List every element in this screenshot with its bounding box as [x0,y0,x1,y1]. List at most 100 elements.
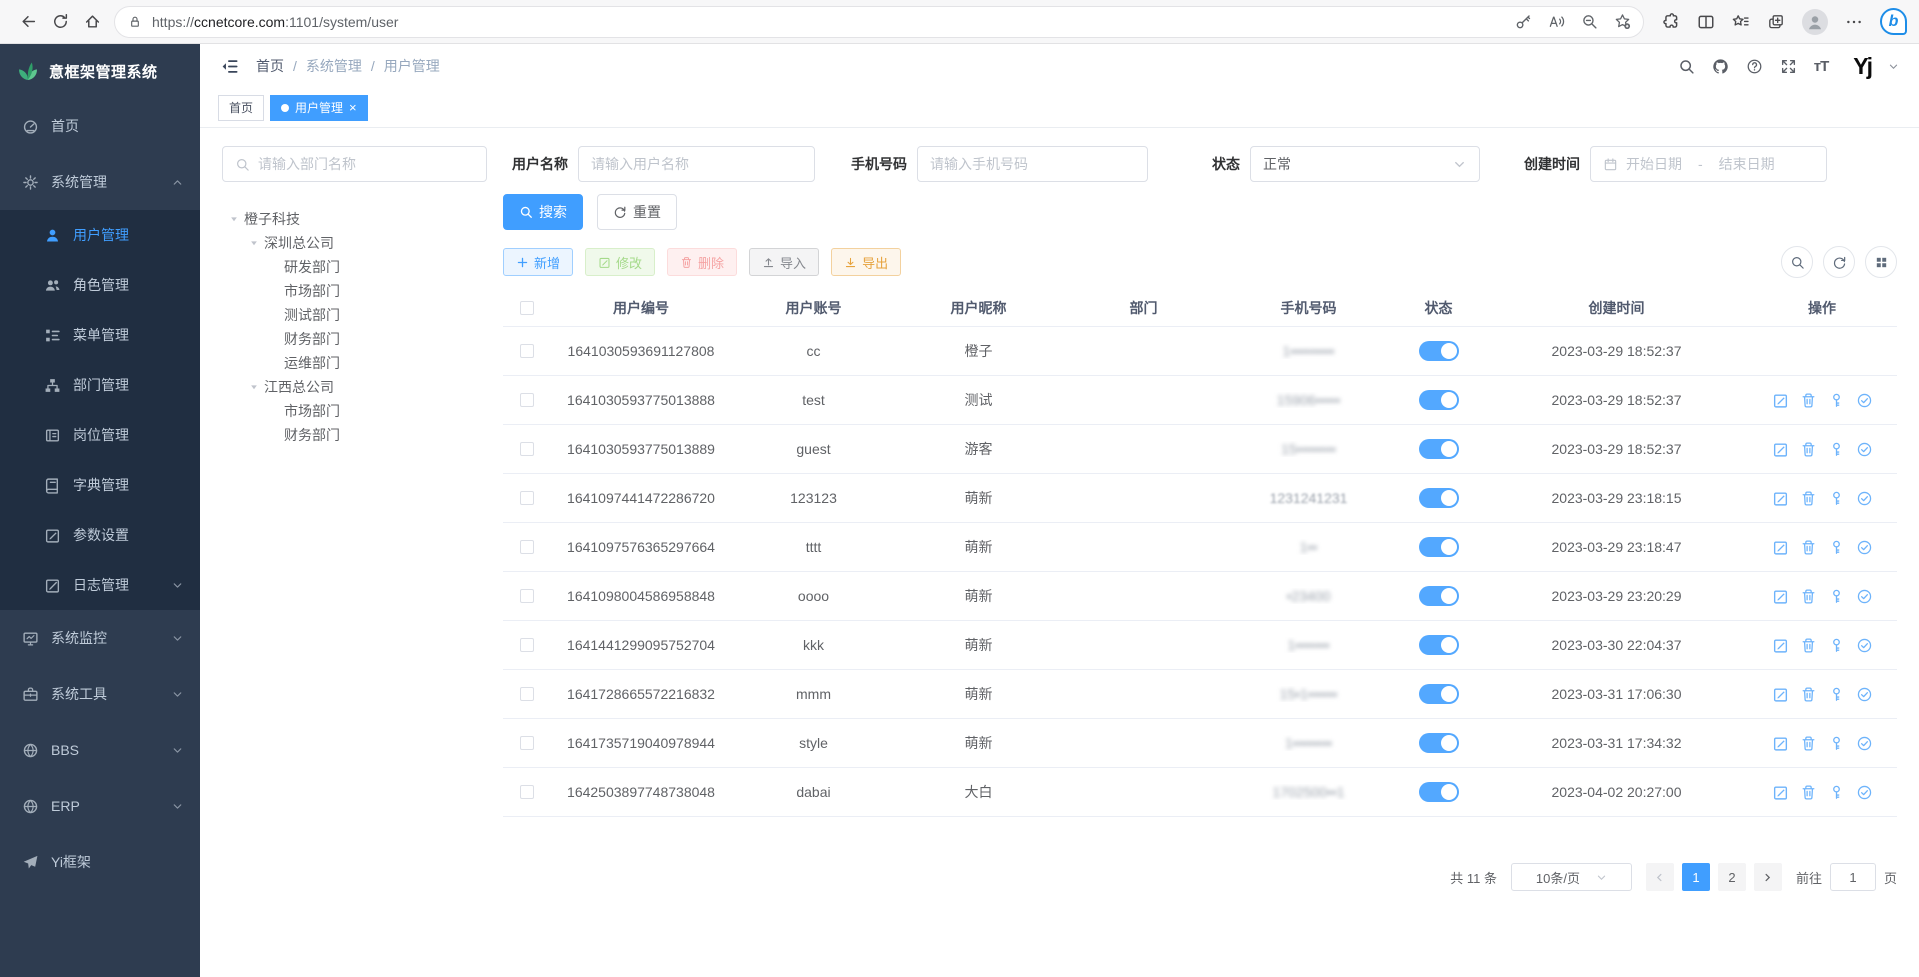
edit-icon[interactable] [1772,539,1789,556]
delete-icon[interactable] [1800,735,1817,752]
avatar-caret-icon[interactable] [1888,61,1899,72]
assign-role-icon[interactable] [1856,392,1873,409]
tree-caret-icon[interactable] [228,213,240,225]
tree-node-市场部门[interactable]: 市场部门 [222,279,487,303]
import-button[interactable]: 导入 [749,248,820,276]
zoom-out-icon[interactable] [1581,13,1598,30]
tree-node-财务部门[interactable]: 财务部门 [222,423,487,447]
sidebar-item-菜单管理[interactable]: 菜单管理 [0,310,200,360]
delete-icon[interactable] [1800,588,1817,605]
tree-node-深圳总公司[interactable]: 深圳总公司 [222,231,487,255]
assign-role-icon[interactable] [1856,490,1873,507]
reset-password-icon[interactable] [1828,588,1845,605]
bing-chat-icon[interactable]: b [1880,8,1907,35]
row-checkbox[interactable] [520,638,534,652]
browser-back-icon[interactable] [12,6,44,38]
sidebar-item-首页[interactable]: 首页 [0,98,200,154]
prev-page-button[interactable] [1645,863,1674,891]
date-range-picker[interactable]: 开始日期 - 结束日期 [1590,146,1827,182]
browser-profile-avatar[interactable] [1802,8,1828,35]
breadcrumb-home[interactable]: 首页 [256,58,284,74]
fullscreen-icon[interactable] [1780,58,1797,75]
page-button-1[interactable]: 1 [1681,863,1710,891]
sidebar-item-日志管理[interactable]: 日志管理 [0,560,200,610]
edit-button[interactable]: 修改 [585,248,656,276]
delete-icon[interactable] [1800,392,1817,409]
assign-role-icon[interactable] [1856,441,1873,458]
split-screen-icon[interactable] [1697,13,1715,31]
favorite-add-icon[interactable] [1614,13,1631,30]
status-toggle[interactable] [1418,537,1459,557]
sidebar-item-字典管理[interactable]: 字典管理 [0,460,200,510]
tree-node-测试部门[interactable]: 测试部门 [222,303,487,327]
sidebar-item-BBS[interactable]: BBS [0,722,200,778]
next-page-button[interactable] [1753,863,1782,891]
edit-icon[interactable] [1772,637,1789,654]
reset-password-icon[interactable] [1828,637,1845,654]
row-checkbox[interactable] [520,344,534,358]
row-checkbox[interactable] [520,785,534,799]
tree-node-市场部门[interactable]: 市场部门 [222,399,487,423]
reset-button[interactable]: 重置 [597,194,677,230]
table-refresh-icon[interactable] [1823,246,1855,278]
phone-input[interactable]: 请输入手机号码 [917,146,1148,182]
status-toggle[interactable] [1418,635,1459,655]
status-select[interactable]: 正常 [1250,146,1480,182]
tree-node-运维部门[interactable]: 运维部门 [222,351,487,375]
status-toggle[interactable] [1418,586,1459,606]
row-checkbox[interactable] [520,687,534,701]
tree-node-研发部门[interactable]: 研发部门 [222,255,487,279]
browser-refresh-icon[interactable] [44,6,76,38]
dept-search-input[interactable]: 请输入部门名称 [222,146,487,182]
assign-role-icon[interactable] [1856,686,1873,703]
reset-password-icon[interactable] [1828,392,1845,409]
edit-icon[interactable] [1772,735,1789,752]
sidebar-item-用户管理[interactable]: 用户管理 [0,210,200,260]
goto-page-input[interactable]: 1 [1829,863,1876,891]
username-input[interactable]: 请输入用户名称 [578,146,815,182]
delete-icon[interactable] [1800,686,1817,703]
tab-user-management[interactable]: 用户管理 × [270,94,368,121]
delete-button[interactable]: 删除 [667,248,738,276]
delete-icon[interactable] [1800,441,1817,458]
sidebar-item-系统工具[interactable]: 系统工具 [0,666,200,722]
address-bar[interactable]: https://ccnetcore.com:1101/system/user [114,5,1644,38]
sidebar-fold-icon[interactable] [220,57,239,76]
sidebar-item-系统监控[interactable]: 系统监控 [0,610,200,666]
help-icon[interactable] [1746,58,1763,75]
edit-icon[interactable] [1772,784,1789,801]
read-aloud-icon[interactable] [1548,13,1565,30]
reset-password-icon[interactable] [1828,784,1845,801]
favorites-bar-icon[interactable] [1732,13,1750,31]
reset-password-icon[interactable] [1828,539,1845,556]
edit-icon[interactable] [1772,490,1789,507]
status-toggle[interactable] [1418,733,1459,753]
status-toggle[interactable] [1418,684,1459,704]
sidebar-item-系统管理[interactable]: 系统管理 [0,154,200,210]
row-checkbox[interactable] [520,736,534,750]
row-checkbox[interactable] [520,491,534,505]
edit-icon[interactable] [1772,588,1789,605]
sidebar-item-角色管理[interactable]: 角色管理 [0,260,200,310]
sidebar-item-ERP[interactable]: ERP [0,778,200,834]
user-avatar[interactable]: Yj [1853,52,1873,79]
select-all-checkbox[interactable] [520,301,534,315]
assign-role-icon[interactable] [1856,735,1873,752]
tree-node-财务部门[interactable]: 财务部门 [222,327,487,351]
status-toggle[interactable] [1418,390,1459,410]
assign-role-icon[interactable] [1856,784,1873,801]
table-search-toggle-icon[interactable] [1781,246,1813,278]
edit-icon[interactable] [1772,392,1789,409]
password-key-icon[interactable] [1515,13,1532,30]
assign-role-icon[interactable] [1856,588,1873,605]
row-checkbox[interactable] [520,589,534,603]
reset-password-icon[interactable] [1828,490,1845,507]
status-toggle[interactable] [1418,439,1459,459]
reset-password-icon[interactable] [1828,441,1845,458]
search-button[interactable]: 搜索 [503,194,583,230]
sidebar-item-部门管理[interactable]: 部门管理 [0,360,200,410]
status-toggle[interactable] [1418,341,1459,361]
page-size-select[interactable]: 10条/页 [1510,863,1632,891]
extensions-icon[interactable] [1662,12,1680,31]
row-checkbox[interactable] [520,540,534,554]
